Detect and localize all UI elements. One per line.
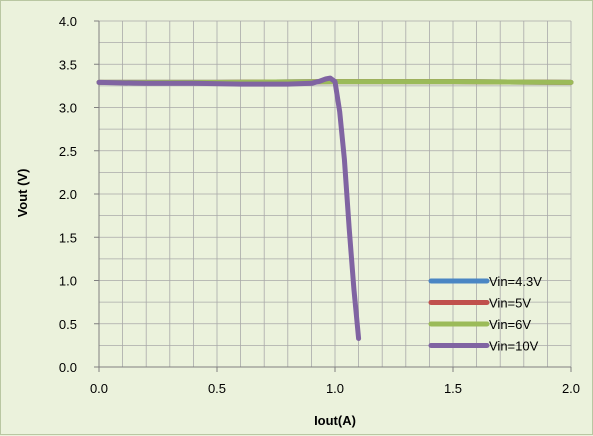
x-tick-label: 0.0 [90, 381, 108, 396]
y-axis-title: Vout (V) [15, 169, 30, 218]
grid [98, 20, 572, 368]
series-lines [96, 75, 574, 341]
y-tick-label: 3.0 [59, 101, 77, 116]
y-tick-label: 4.0 [59, 14, 77, 29]
x-tick-label: 2.0 [562, 381, 580, 396]
y-tick-label: 1.5 [59, 230, 77, 245]
y-tick-label: 3.5 [59, 57, 77, 72]
legend: Vin=4.3V Vin=5V Vin=6V Vin=10V [428, 274, 542, 354]
legend-label-2: Vin=5V [489, 296, 531, 311]
legend-label-4: Vin=10V [489, 339, 539, 354]
x-tick-label: 1.5 [444, 381, 462, 396]
x-tick-label: 0.5 [208, 381, 226, 396]
x-tick-label: 1.0 [326, 381, 344, 396]
x-axis-title: Iout(A) [314, 413, 356, 428]
x-tick-labels: 0.0 0.5 1.0 1.5 2.0 [90, 367, 580, 396]
y-tick-label: 1.0 [59, 274, 77, 289]
y-tick-label: 2.0 [59, 187, 77, 202]
legend-label-1: Vin=4.3V [489, 274, 542, 289]
y-tick-labels: 0.0 0.5 1.0 1.5 2.0 2.5 3.0 3.5 4.0 [59, 14, 99, 375]
y-tick-label: 0.0 [59, 360, 77, 375]
y-tick-label: 2.5 [59, 144, 77, 159]
series-line-4 [96, 75, 362, 341]
y-tick-label: 0.5 [59, 317, 77, 332]
legend-label-3: Vin=6V [489, 317, 531, 332]
